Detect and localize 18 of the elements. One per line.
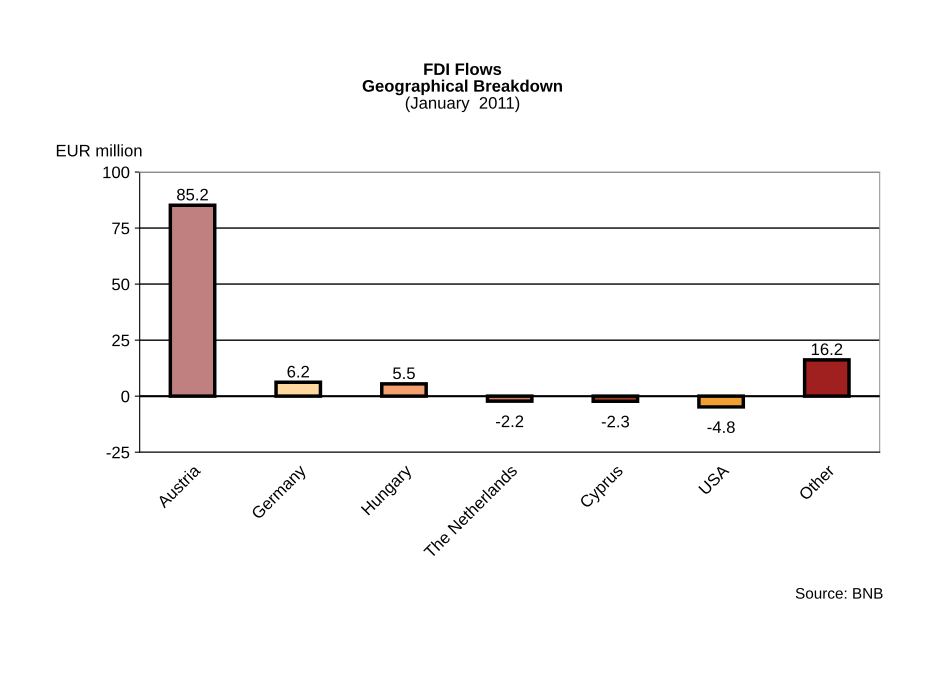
chart-subtitle: (January 2011): [406, 96, 520, 112]
y-tick-label: 0: [121, 390, 130, 402]
data-label: -2.2: [496, 415, 524, 428]
data-label: 85.2: [177, 188, 208, 201]
x-tick-label: USA: [698, 464, 730, 496]
data-label: 5.5: [393, 368, 415, 380]
chart-title: FDI Flows Geographical Breakdown: [362, 62, 562, 96]
data-label: -4.8: [707, 421, 735, 434]
y-tick-label: 75: [112, 222, 130, 234]
data-label: -2.3: [602, 416, 630, 428]
source-note: Source: BNB: [796, 588, 883, 599]
y-axis-title: EUR million: [56, 144, 142, 157]
y-tick-label: 100: [103, 166, 130, 178]
data-label: 16.2: [812, 343, 842, 356]
data-label: 6.2: [288, 366, 309, 378]
y-tick-label: 25: [112, 334, 130, 346]
y-tick-label: -25: [106, 446, 130, 458]
y-tick-label: 50: [112, 278, 130, 290]
